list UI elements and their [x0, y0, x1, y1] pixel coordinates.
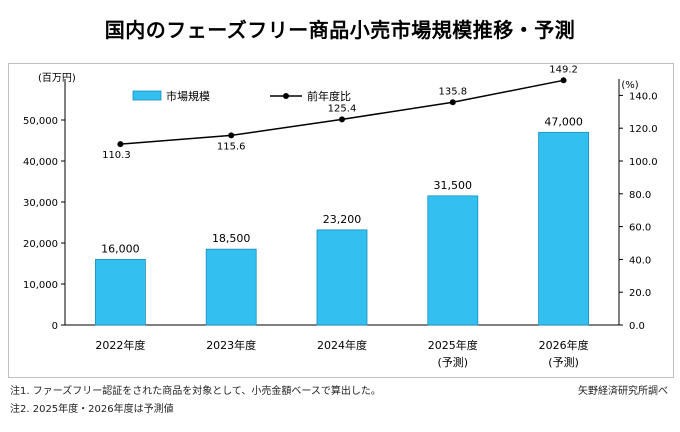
- chart: 0 10,000 20,000 30,000 40,000 50,000 (百万円) 0.0 2…: [23, 64, 658, 369]
- y-right-unit: (%): [621, 80, 638, 91]
- y-right-tick-label: 140.0: [629, 91, 658, 102]
- line-point: [560, 77, 567, 84]
- x-tick-label: 2022年度: [95, 338, 145, 352]
- footnote-1: 注1. ファーズフリー認証をされた商品を対象として、小売金額ベースで算出した。: [10, 386, 381, 397]
- footnote-2: 注2. 2025年度・2026年度は予測値: [10, 404, 174, 415]
- y-left-unit: (百万円): [38, 72, 76, 84]
- y-left-tick-label: 30,000: [23, 198, 58, 209]
- y-left-tick-label: 0: [52, 321, 58, 332]
- legend-line-label: 前年度比: [307, 89, 351, 103]
- line-point: [339, 116, 345, 123]
- y-right-tick-label: 60.0: [629, 223, 651, 234]
- bar: [538, 131, 589, 326]
- legend-bar-swatch: [132, 90, 162, 101]
- x-tick-label: 2025年度: [428, 338, 478, 352]
- y-left-tick-label: 40,000: [23, 157, 58, 168]
- bar: [427, 195, 479, 326]
- x-tick-label: 2024年度: [317, 338, 367, 352]
- y-left-tick-label: 50,000: [23, 116, 58, 127]
- bar: [316, 229, 368, 326]
- line-data-label: 110.3: [102, 150, 131, 161]
- bar: [95, 258, 146, 326]
- y-left-tick-label: 10,000: [23, 280, 58, 291]
- line-data-label: 115.6: [217, 141, 246, 152]
- line-point: [228, 132, 235, 139]
- y-right-tick-label: 0.0: [629, 321, 645, 332]
- line-data-label: 149.2: [549, 64, 578, 75]
- y-right-tick-label: 40.0: [629, 255, 651, 266]
- line-data-label: 125.4: [328, 103, 357, 114]
- legend-line-marker: [283, 93, 289, 99]
- x-tick-label: 2026年度: [539, 338, 589, 352]
- bar-data-label: 18,500: [212, 232, 251, 245]
- x-tick-sublabel: (予測): [548, 355, 579, 369]
- bar-data-label: 47,000: [544, 115, 583, 128]
- line-data-label: 135.8: [438, 86, 467, 97]
- y-right-tick-label: 100.0: [629, 157, 658, 168]
- legend-bar-label: 市場規模: [166, 89, 210, 103]
- bar-data-label: 23,200: [323, 213, 362, 226]
- line-point: [449, 99, 456, 106]
- y-right-tick-label: 80.0: [629, 190, 651, 201]
- line-point: [117, 141, 124, 148]
- y-right-tick-label: 20.0: [629, 288, 651, 299]
- x-tick-sublabel: (予測): [438, 355, 469, 369]
- x-tick-label: 2023年度: [206, 338, 256, 352]
- source-credit: 矢野経済研究所調べ: [578, 386, 668, 397]
- bar-data-label: 16,000: [101, 242, 140, 255]
- y-right-tick-label: 120.0: [629, 124, 658, 135]
- bar: [205, 248, 257, 326]
- y-left-tick-label: 20,000: [23, 239, 58, 250]
- bar-data-label: 31,500: [434, 179, 473, 192]
- chart-title: 国内のフェーズフリー商品小売市場規模推移・予測: [104, 18, 576, 42]
